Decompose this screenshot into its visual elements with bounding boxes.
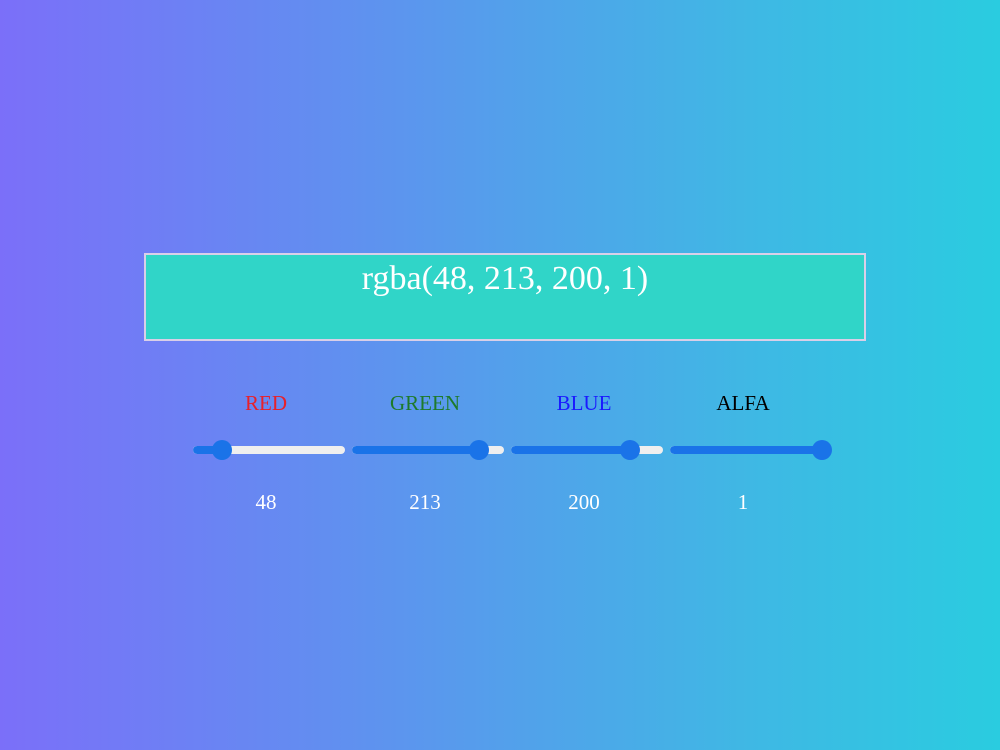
blue-value: 200 xyxy=(568,490,600,514)
green-label: GREEN xyxy=(390,391,460,415)
green-slider-fill xyxy=(352,446,479,454)
red-slider-thumb[interactable] xyxy=(211,440,232,460)
alfa-channel: ALFA 1 xyxy=(663,385,832,525)
green-slider[interactable] xyxy=(352,439,504,461)
alfa-slider-fill xyxy=(670,446,822,454)
color-value-text: rgba(48, 213, 200, 1) xyxy=(361,260,649,297)
red-slider[interactable] xyxy=(193,439,345,461)
red-slider-track xyxy=(193,446,345,454)
blue-label: BLUE xyxy=(556,391,612,415)
blue-slider-fill xyxy=(511,446,631,454)
blue-slider[interactable] xyxy=(511,439,663,461)
green-slider-track xyxy=(352,446,504,454)
alfa-value: 1 xyxy=(737,490,749,514)
green-slider-thumb[interactable] xyxy=(468,440,489,460)
alfa-slider-track xyxy=(670,446,822,454)
color-preview-box: rgba(48, 213, 200, 1) xyxy=(144,253,866,341)
alfa-label: ALFA xyxy=(716,391,770,415)
red-slider-fill xyxy=(193,446,222,454)
red-value: 48 xyxy=(255,490,277,514)
alfa-slider-thumb[interactable] xyxy=(812,440,832,460)
green-channel: GREEN 213 xyxy=(345,385,505,525)
alfa-slider[interactable] xyxy=(670,439,832,461)
red-channel: RED 48 xyxy=(186,385,346,525)
red-label: RED xyxy=(245,391,287,415)
green-value: 213 xyxy=(409,490,441,514)
blue-channel: BLUE 200 xyxy=(504,385,664,525)
blue-slider-thumb[interactable] xyxy=(620,440,641,460)
blue-slider-track xyxy=(511,446,663,454)
